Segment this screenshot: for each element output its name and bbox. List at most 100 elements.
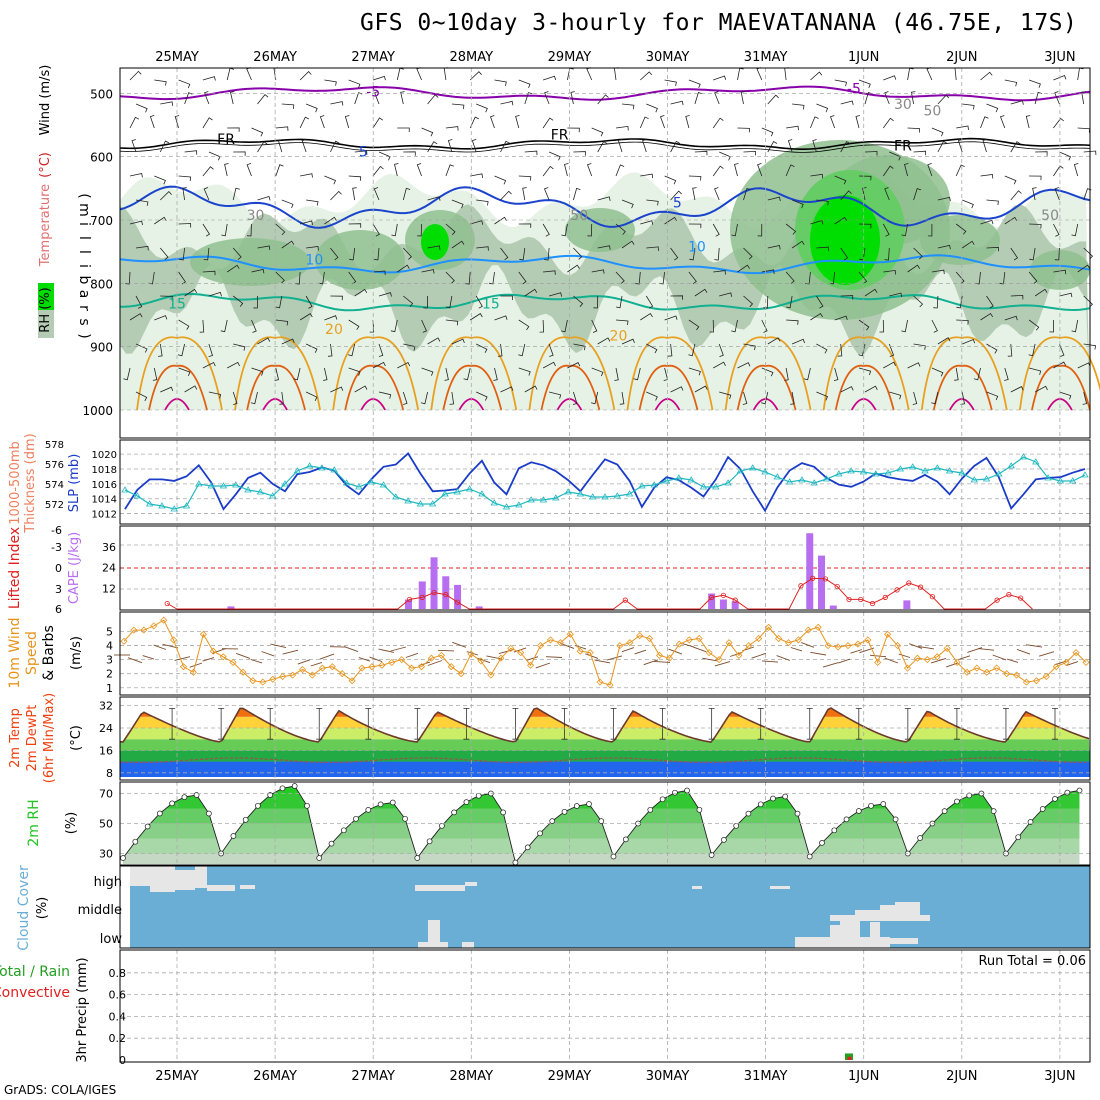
cloud-axis-label: Cloud Cover [16,865,32,951]
precip-tick-label: 0 [119,1054,126,1067]
wind-barb [688,367,701,376]
wind-barb [791,240,805,249]
cloud-fill [840,918,860,926]
wind-barb [417,223,422,237]
wind-speed-marker [150,622,158,630]
wind-barb [427,141,438,153]
wind-barb-10m [297,659,311,665]
thickness-marker [416,500,425,507]
wind-speed-marker [794,636,802,644]
minmax-whisker [267,708,274,740]
wind-barb [374,91,380,105]
wind-barb [858,223,872,229]
wind-barb-10m [1066,661,1079,666]
wind-speed-marker [1062,658,1070,666]
wind-barb [961,240,975,249]
bottom-date-label: 2JUN [946,1069,977,1084]
wind-barb [1071,223,1079,237]
wind-panel [119,611,1091,696]
temperature-panel [119,696,1091,781]
minmax-whisker [365,708,372,740]
wind-speed-marker [675,640,683,648]
wind-barb [913,150,927,156]
wind-barb [184,150,198,155]
wind-barb-10m [643,659,659,666]
wind-barb [135,245,149,251]
rh-marker [328,840,335,847]
wind-barb [913,247,923,260]
wind-speed-marker [1032,677,1040,685]
thickness-marker [933,464,942,471]
thickness-marker [884,469,892,476]
rh-marker [291,783,298,789]
thickness-axis-label-2: Thickness (dm) [23,433,38,533]
wind-barb [1053,74,1067,81]
wind-barb [420,391,428,405]
wind-barb [615,223,626,235]
dewpoint-band [120,761,1090,777]
wind-barb [1004,367,1009,381]
upper-air-panel [119,67,1091,439]
thickness-marker [527,496,535,503]
wind-barb [542,165,554,177]
rh-marker [573,803,580,809]
wind-speed-marker [239,668,247,676]
lifted-index-marker [431,589,437,596]
wind-barb [1054,187,1060,201]
wind-barb [812,139,817,153]
wind-barb [1010,100,1024,105]
wind-barb [1077,67,1084,81]
wind-barb [743,295,754,308]
wind-barb [692,187,697,201]
wind-barb [416,163,422,177]
wind-barb [787,139,793,153]
cloud-fill [795,937,890,948]
wind-speed-marker [130,626,138,634]
thickness-marker [1007,462,1015,469]
cape-bar [227,606,235,609]
wind-barb [318,271,325,285]
wind-barb-10m [653,660,671,663]
wind-barb [544,91,550,105]
lifted-index-marker [1006,592,1012,598]
wind-barb-10m [162,643,179,649]
wind-barb-10m [606,655,623,661]
rh-marker [549,818,556,824]
wind-barb [518,79,531,89]
wind-barb [1049,319,1054,333]
thickness-marker [724,479,732,486]
wind-barb [232,247,242,260]
wind-tick-label: 5 [106,625,113,638]
wind-barb [743,247,753,260]
wind-barb [281,240,295,249]
wind-barb [840,386,854,393]
wind-speed-line [123,619,1087,686]
wind-barb [372,165,384,177]
thickness-marker [305,462,314,469]
wind-barb [129,313,143,321]
wind-barb [685,115,690,129]
wind-barb [300,173,313,178]
wind-barb [397,127,410,133]
thickness-marker [896,465,905,472]
wind-barb [737,264,750,273]
thickness-marker [465,485,474,492]
wind-barb [591,269,605,274]
wind-barb [587,223,593,237]
lifted-index-tick-label: -6 [51,524,62,537]
rh-marker [880,801,887,807]
bottom-date-label: 29MAY [548,1069,592,1084]
wind-barb-10m [634,649,647,655]
thickness-marker [958,469,966,476]
wind-barb [277,139,283,153]
wind-barb [445,126,459,131]
rh-marker [242,816,249,823]
wind-barb [840,100,854,105]
wind-speed-marker [269,675,277,683]
wind-barb [737,362,751,369]
wind-barb [494,175,507,185]
wind-barb [1083,247,1094,260]
rh-shading-70 [565,208,635,252]
wind-barb-10m [992,654,1007,661]
wind-barb [445,271,455,284]
